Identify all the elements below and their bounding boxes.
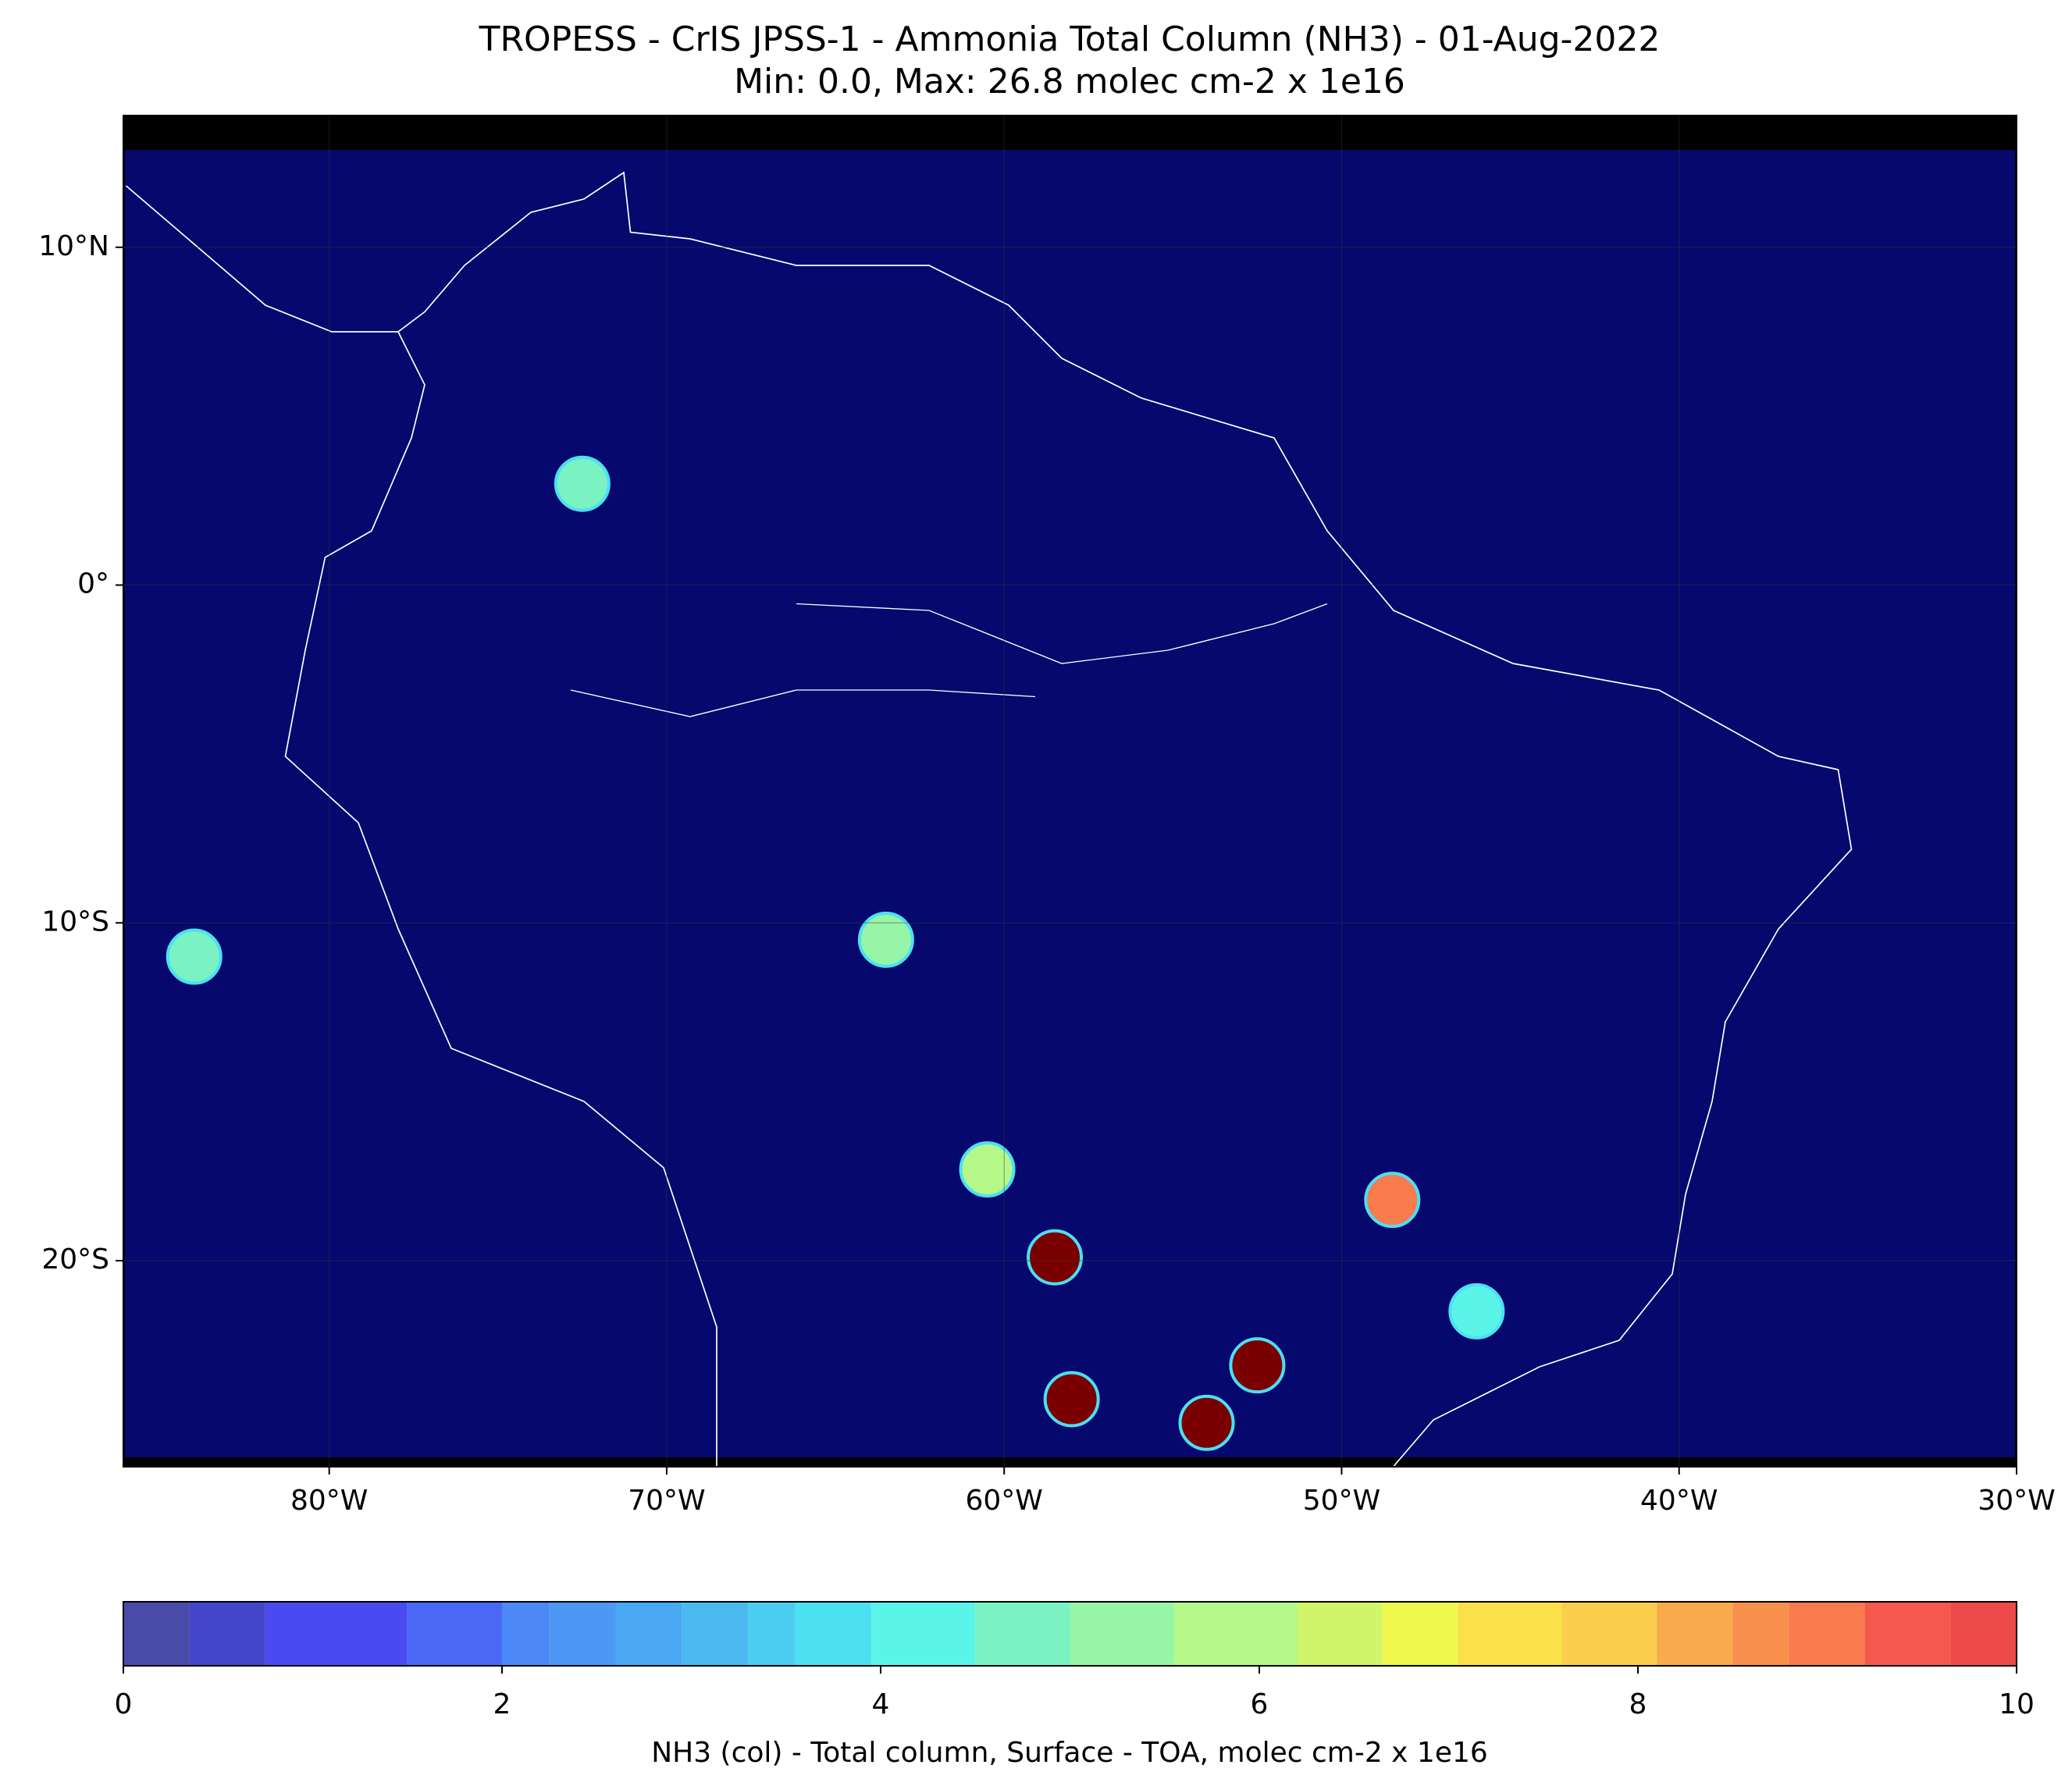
colorbar-segment <box>1173 1602 1298 1666</box>
colorbar-segment <box>1458 1602 1562 1666</box>
hotspot-layer <box>166 455 1505 1451</box>
colorbar-segment <box>1562 1602 1657 1666</box>
colorbar-segment <box>1382 1602 1458 1666</box>
y-tick-label: 20°S <box>41 1243 109 1275</box>
x-tick-label: 60°W <box>966 1485 1043 1517</box>
colorbar-segment <box>870 1602 976 1666</box>
hotspot <box>1027 1229 1084 1286</box>
colorbar-segment <box>549 1602 616 1666</box>
colorbar-segment <box>975 1602 1070 1666</box>
colorbar-segment <box>682 1602 749 1666</box>
colorbar-segment <box>407 1602 502 1666</box>
hotspot <box>1364 1172 1421 1229</box>
x-tick-label: 80°W <box>290 1485 368 1517</box>
colorbar-tick-label: 4 <box>872 1688 890 1720</box>
chart-subtitle: Min: 0.0, Max: 26.8 molec cm-2 x 1e16 <box>734 62 1405 101</box>
y-tick-label: 10°S <box>41 905 109 937</box>
hotspot <box>1043 1371 1100 1428</box>
x-tick-label: 30°W <box>1978 1485 2055 1517</box>
hotspot <box>166 928 223 985</box>
colorbar-segment <box>748 1602 796 1666</box>
colorbar-segment <box>1950 1602 2017 1666</box>
colorbar-segment <box>1297 1602 1383 1666</box>
colorbar-segment <box>502 1602 550 1666</box>
hotspot <box>959 1141 1016 1198</box>
colorbar-segment <box>1789 1602 1865 1666</box>
colorbar-segment <box>1657 1602 1733 1666</box>
colorbar-segment <box>1865 1602 1951 1666</box>
y-tick-label: 0° <box>77 568 109 600</box>
colorbar-frame <box>123 1601 2017 1667</box>
coastline <box>125 171 1853 1468</box>
x-tick-label: 50°W <box>1303 1485 1380 1517</box>
hotspot <box>857 911 914 968</box>
colorbar-segment <box>265 1602 408 1666</box>
colorbar-tick-label: 0 <box>115 1688 133 1720</box>
colorbar-segment <box>123 1602 190 1666</box>
chart-title: TROPESS - CrIS JPSS-1 - Ammonia Total Co… <box>479 20 1661 59</box>
colorbar-label: NH3 (col) - Total column, Surface - TOA,… <box>651 1737 1488 1769</box>
coast-path <box>125 171 1853 1468</box>
y-tick-label: 10°N <box>38 230 109 262</box>
colorbar-tick-label: 10 <box>1999 1688 2035 1720</box>
x-tick-label: 40°W <box>1640 1485 1718 1517</box>
river-path <box>570 603 1328 717</box>
hotspot <box>1448 1283 1505 1340</box>
colorbar-segment <box>795 1602 871 1666</box>
colorbar-tick-label: 2 <box>493 1688 511 1720</box>
hotspot <box>1229 1337 1286 1394</box>
colorbar-segment <box>189 1602 265 1666</box>
x-tick-label: 70°W <box>628 1485 705 1517</box>
hotspot <box>1178 1394 1235 1451</box>
colorbar-segment <box>1732 1602 1789 1666</box>
colorbar: 0 2 4 6 8 10 <box>115 1601 2035 1720</box>
colorbar-tick-label: 6 <box>1251 1688 1269 1720</box>
hotspot <box>554 455 611 512</box>
colorbar-segment <box>615 1602 682 1666</box>
colorbar-segment <box>1070 1602 1174 1666</box>
colorbar-tick-label: 8 <box>1629 1688 1647 1720</box>
